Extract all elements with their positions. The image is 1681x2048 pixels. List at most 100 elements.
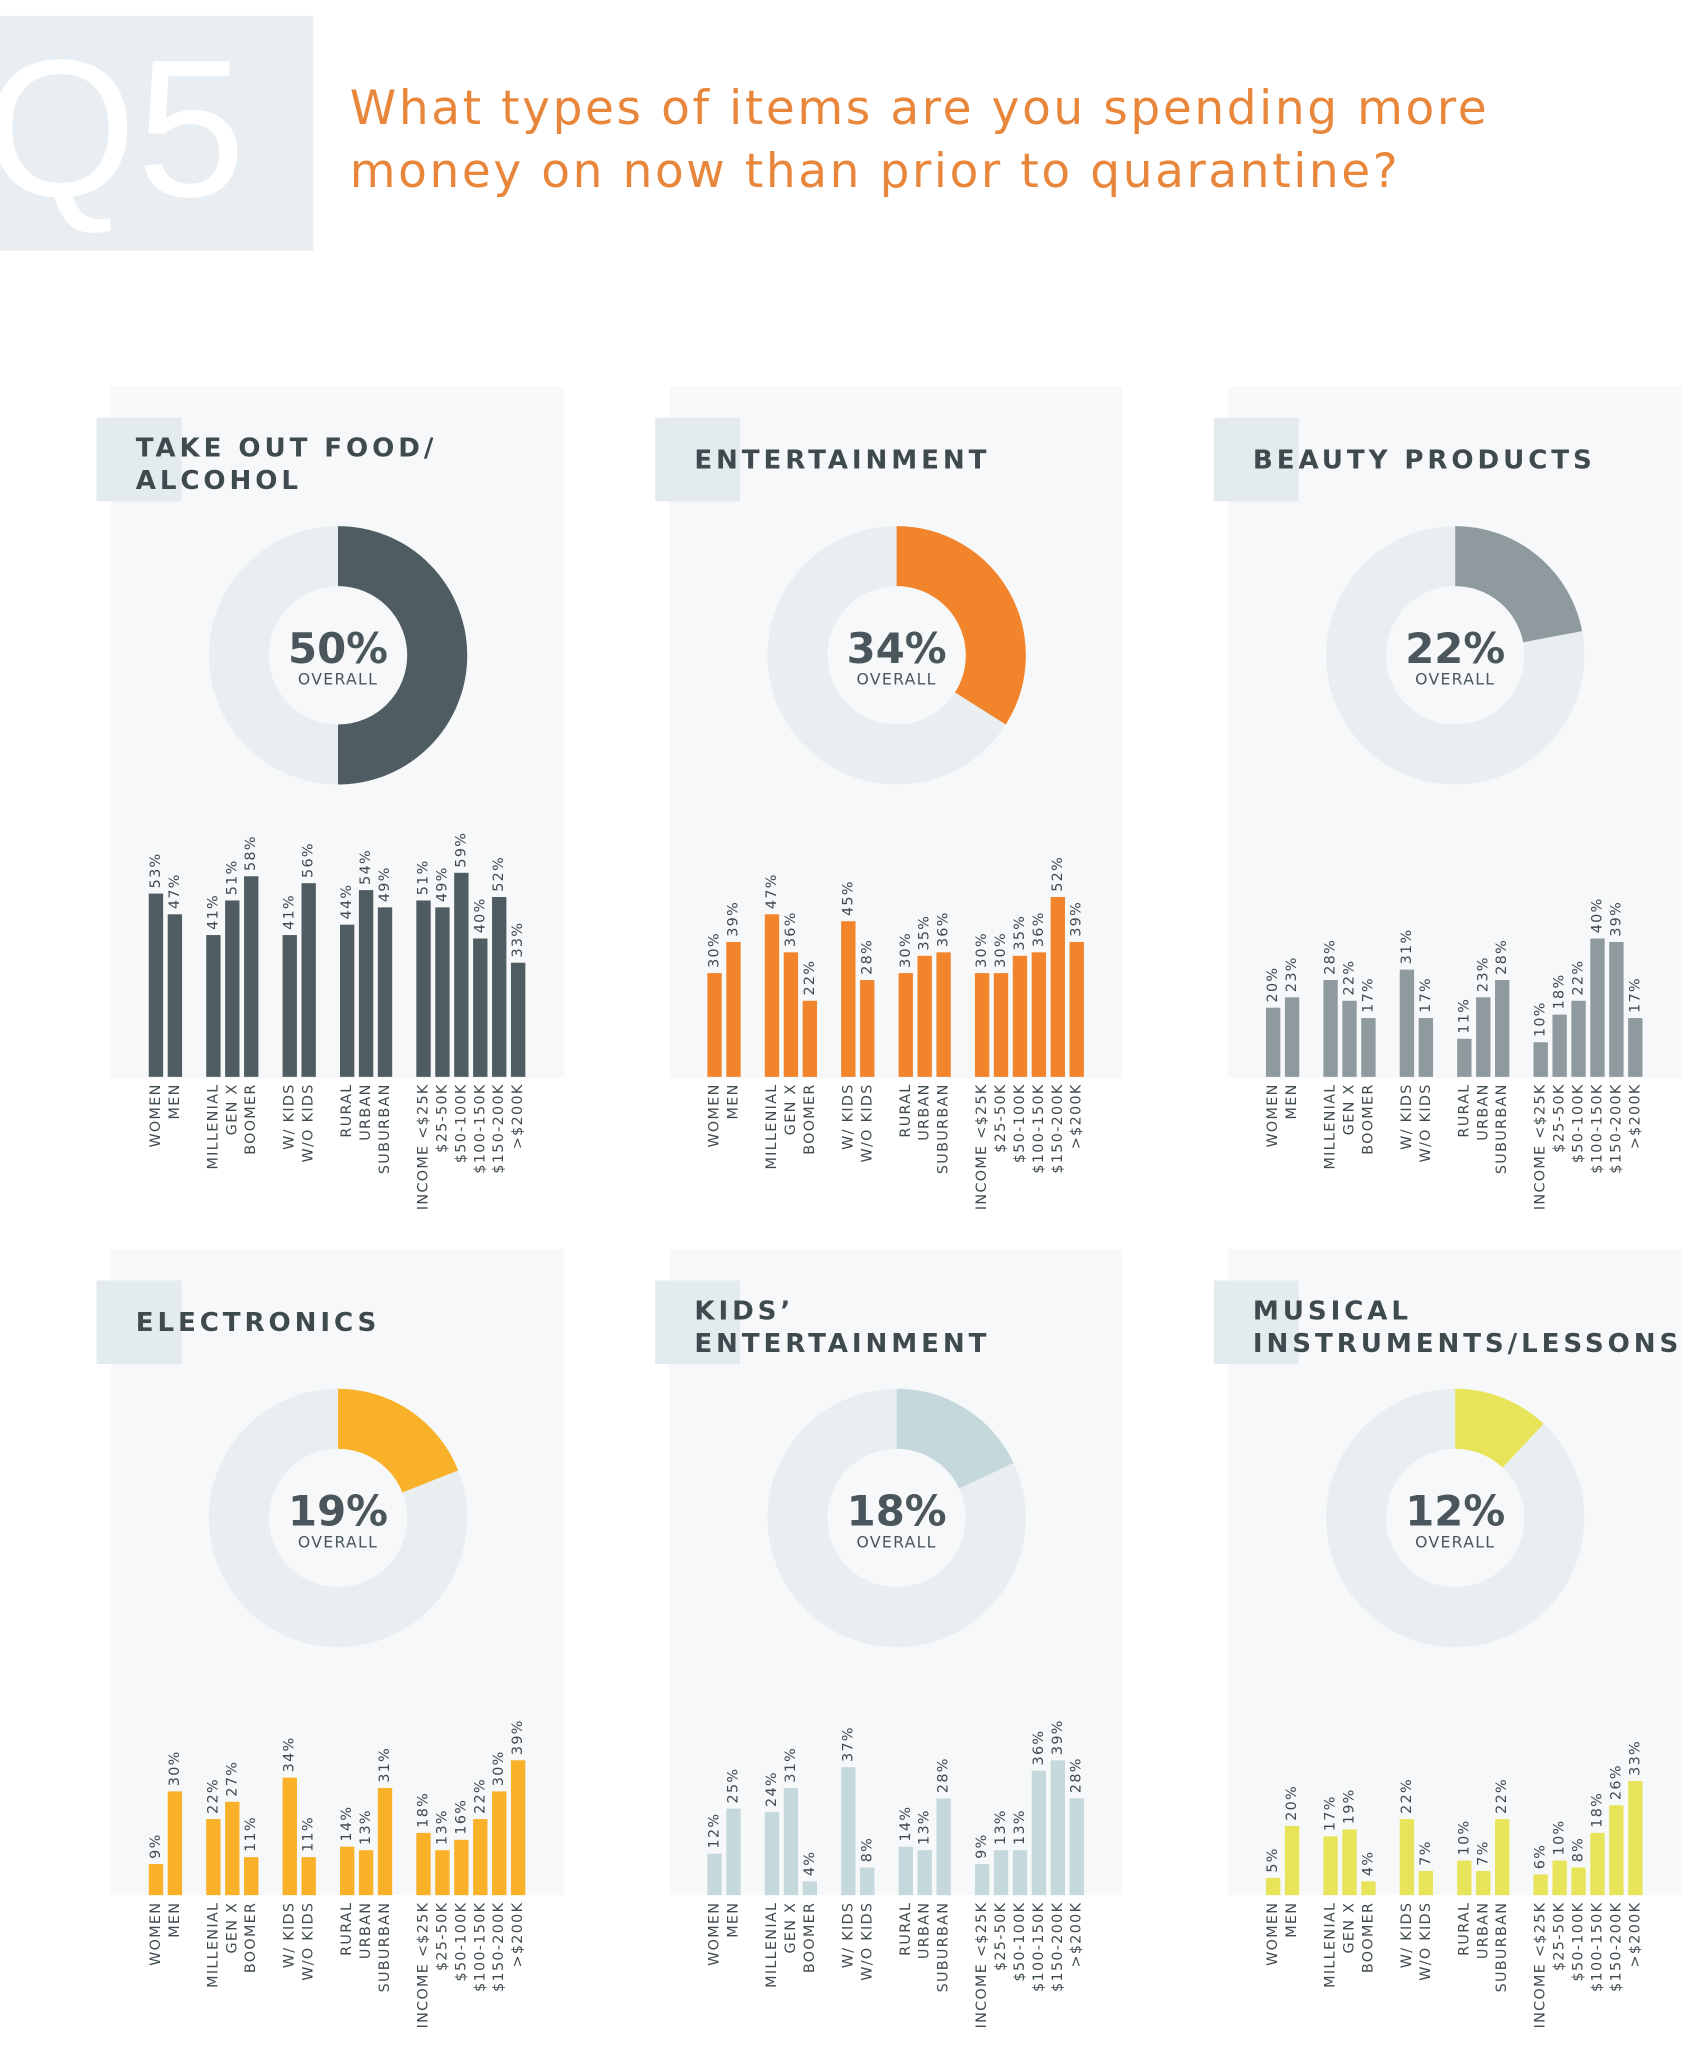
value-label: 10% [1456,1820,1472,1856]
category-label: $100-150K [1031,1902,1047,1992]
value-label: 12% [707,1813,723,1849]
panel-title: INSTRUMENTS/LESSONS [1253,1329,1681,1359]
value-label: 39% [1608,901,1624,937]
value-label: 27% [224,1761,240,1797]
value-label: 39% [725,901,741,937]
value-label: 33% [1627,1740,1643,1776]
value-label: 13% [1012,1809,1028,1845]
bar [898,973,913,1077]
bar [764,914,780,1077]
bar [339,1846,355,1896]
value-label: 7% [1475,1840,1491,1865]
bar [993,973,1009,1077]
category-label: $25-50K [993,1902,1009,1971]
category-label: $100-150K [1589,1083,1605,1173]
value-label: 39% [510,1719,526,1755]
bar [1628,1781,1643,1896]
category-label: MILLENIAL [205,1083,221,1169]
value-label: 6% [1533,1844,1549,1869]
category-label: MEN [167,1902,183,1938]
value-label: 30% [974,932,990,968]
panel-title: ALCOHOL [136,466,302,496]
category-label: W/ KIDS [1399,1083,1415,1150]
category-label: BOOMER [802,1083,818,1154]
panel-title: BEAUTY PRODUCTS [1253,445,1596,475]
bar [1284,997,1300,1077]
value-label: 36% [1031,1730,1047,1766]
bar [1571,1000,1586,1077]
value-label: 20% [1265,967,1281,1003]
category-label: MEN [725,1083,741,1119]
bar [974,1864,990,1896]
value-label: 35% [917,915,933,951]
bar [1609,1805,1624,1896]
category-label: W/O KIDS [301,1902,317,1981]
bar [1342,1829,1357,1896]
value-label: 7% [1418,1840,1434,1865]
bar [416,900,431,1077]
bar [339,924,355,1077]
value-label: 9% [974,1833,990,1858]
value-label: 10% [1552,1820,1568,1856]
value-label: 18% [1552,974,1568,1010]
bar [841,921,856,1077]
bar [917,1850,932,1896]
category-label: W/O KIDS [859,1902,875,1981]
value-label: 17% [1627,977,1643,1013]
category-label: BOOMER [802,1902,818,1973]
value-label: 8% [859,1837,875,1862]
value-label: 30% [491,1750,507,1786]
bar [936,952,951,1077]
value-label: 36% [783,911,799,947]
value-label: 28% [936,1757,952,1793]
bar [1323,1836,1338,1896]
category-label: URBAN [358,1902,374,1959]
bar [148,1864,164,1896]
value-label: 51% [224,859,240,895]
overall-value: 18% [847,1487,947,1536]
bar [1609,941,1624,1077]
bar [167,1791,183,1896]
value-label: 14% [339,1806,355,1842]
value-label: 44% [339,884,355,920]
bar [1590,938,1605,1077]
value-label: 30% [707,932,723,968]
bar [1399,969,1415,1077]
category-label: GEN X [1341,1083,1357,1135]
category-label: SUBURBAN [1494,1083,1510,1174]
donut-arc [337,526,468,785]
value-label: 59% [453,832,469,868]
bar [1361,1881,1376,1896]
value-label: 49% [434,866,450,902]
bar [167,914,183,1077]
category-label: SUBURBAN [936,1902,952,1993]
bar [936,1798,951,1896]
bar [510,962,526,1077]
value-label: 56% [301,842,317,878]
bar [454,872,469,1077]
category-label: MILLENIAL [764,1083,780,1169]
bar [1265,1007,1281,1077]
category-label: $50-100K [1012,1902,1028,1982]
bar [244,876,259,1077]
value-label: 13% [358,1809,374,1845]
value-label: 8% [1571,1837,1587,1862]
bar [1012,955,1028,1077]
value-label: 47% [764,873,780,909]
bar [1533,1874,1548,1896]
bar [473,1819,488,1896]
value-label: 37% [840,1726,856,1762]
value-label: 17% [1323,1795,1339,1831]
category-label: WOMEN [1265,1083,1281,1147]
category-label: $25-50K [434,1083,450,1152]
value-label: 17% [1360,977,1376,1013]
category-label: MEN [725,1902,741,1938]
panel-title: ENTERTAINMENT [694,1329,990,1359]
value-label: 14% [898,1806,914,1842]
overall-value: 12% [1405,1487,1505,1536]
category-label: WOMEN [707,1083,723,1147]
bar [416,1832,431,1896]
category-label: MILLENIAL [764,1902,780,1988]
title-box [1213,1280,1299,1364]
category-label: GEN X [783,1083,799,1135]
